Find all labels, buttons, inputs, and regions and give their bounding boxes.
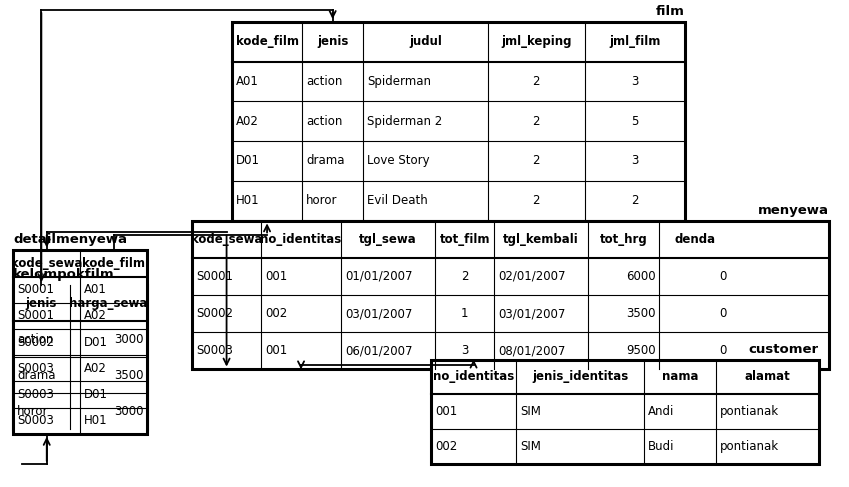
Text: S0003: S0003	[17, 362, 54, 375]
Text: S0003: S0003	[17, 414, 54, 428]
Text: 0: 0	[719, 344, 727, 357]
Text: S0001: S0001	[17, 309, 54, 322]
Text: 002: 002	[435, 440, 457, 453]
Text: 001: 001	[435, 405, 457, 418]
Text: 3500: 3500	[626, 307, 655, 320]
Text: 2: 2	[532, 115, 540, 128]
Text: 2: 2	[532, 154, 540, 168]
Text: Spiderman 2: Spiderman 2	[367, 115, 442, 128]
Text: jenis: jenis	[317, 35, 348, 48]
Text: tgl_sewa: tgl_sewa	[359, 233, 417, 245]
Text: jenis_identitas: jenis_identitas	[532, 371, 628, 383]
Text: tgl_kembali: tgl_kembali	[503, 233, 579, 245]
Text: 2: 2	[532, 194, 540, 207]
Text: Spiderman: Spiderman	[367, 75, 431, 88]
Text: Love Story: Love Story	[367, 154, 430, 168]
Text: action: action	[306, 115, 342, 128]
Text: Budi: Budi	[648, 440, 675, 453]
Text: D01: D01	[236, 154, 260, 168]
Text: A01: A01	[236, 75, 259, 88]
Text: 6000: 6000	[626, 270, 655, 283]
Text: S0001: S0001	[17, 283, 54, 296]
Text: A02: A02	[84, 362, 107, 375]
Text: 3: 3	[461, 344, 469, 357]
Text: A02: A02	[84, 309, 107, 322]
Text: customer: customer	[749, 342, 818, 356]
Text: drama: drama	[17, 369, 56, 381]
Text: drama: drama	[306, 154, 345, 168]
Text: 06/01/2007: 06/01/2007	[346, 344, 413, 357]
Text: 08/01/2007: 08/01/2007	[498, 344, 565, 357]
Text: S0001: S0001	[196, 270, 233, 283]
Bar	[14, 250, 148, 434]
Text: jml_film: jml_film	[609, 35, 661, 48]
Text: pontianak: pontianak	[720, 405, 779, 418]
Text: kode_film: kode_film	[235, 35, 299, 48]
Text: S0002: S0002	[17, 336, 54, 349]
Text: no_identitas: no_identitas	[261, 233, 341, 245]
Text: detailmenyewa: detailmenyewa	[14, 233, 127, 246]
Text: SIM: SIM	[520, 440, 541, 453]
Text: no_identitas: no_identitas	[433, 371, 514, 383]
Text: 1: 1	[461, 307, 469, 320]
Text: film: film	[655, 5, 684, 18]
Text: 3000: 3000	[114, 405, 143, 417]
Text: S0003: S0003	[196, 344, 233, 357]
Text: 002: 002	[265, 307, 287, 320]
Text: 5: 5	[631, 115, 638, 128]
Text: A02: A02	[236, 115, 259, 128]
Text: 3000: 3000	[114, 333, 143, 346]
Text: 2: 2	[461, 270, 469, 283]
Text: horor: horor	[306, 194, 338, 207]
Text: 0: 0	[719, 307, 727, 320]
Text: 9500: 9500	[626, 344, 655, 357]
Text: kelompokfilm: kelompokfilm	[14, 268, 115, 281]
Text: horor: horor	[17, 405, 48, 417]
Text: alamat: alamat	[745, 371, 790, 383]
Text: jenis: jenis	[25, 297, 57, 310]
Bar	[232, 22, 684, 221]
Text: D01: D01	[84, 388, 109, 401]
Text: 001: 001	[265, 270, 287, 283]
Text: kode_sewa: kode_sewa	[11, 257, 82, 270]
Text: 3: 3	[631, 154, 638, 168]
Bar	[14, 285, 148, 429]
Text: S0002: S0002	[196, 307, 233, 320]
Text: jml_keping: jml_keping	[501, 35, 571, 48]
Text: S0003: S0003	[17, 388, 54, 401]
Text: 0: 0	[719, 270, 727, 283]
Text: kode_film: kode_film	[82, 257, 145, 270]
Text: Andi: Andi	[648, 405, 675, 418]
Text: 001: 001	[265, 344, 287, 357]
Text: nama: nama	[662, 371, 699, 383]
Text: 3500: 3500	[114, 369, 143, 381]
Text: 3: 3	[631, 75, 638, 88]
Text: 2: 2	[532, 75, 540, 88]
Text: H01: H01	[236, 194, 260, 207]
Bar	[431, 359, 818, 464]
Text: action: action	[306, 75, 342, 88]
Text: H01: H01	[84, 414, 108, 428]
Text: 02/01/2007: 02/01/2007	[498, 270, 565, 283]
Text: menyewa: menyewa	[757, 204, 829, 217]
Text: judul: judul	[409, 35, 441, 48]
Text: kode_sewa: kode_sewa	[191, 233, 262, 245]
Text: 03/01/2007: 03/01/2007	[498, 307, 565, 320]
Text: denda: denda	[674, 233, 716, 245]
Text: 03/01/2007: 03/01/2007	[346, 307, 413, 320]
Text: SIM: SIM	[520, 405, 541, 418]
Bar	[192, 221, 829, 370]
Text: 2: 2	[631, 194, 638, 207]
Text: harga_sewa: harga_sewa	[70, 297, 148, 310]
Text: pontianak: pontianak	[720, 440, 779, 453]
Text: tot_hrg: tot_hrg	[600, 233, 648, 245]
Text: Evil Death: Evil Death	[367, 194, 428, 207]
Text: D01: D01	[84, 336, 109, 349]
Text: A01: A01	[84, 283, 107, 296]
Text: action: action	[17, 333, 53, 346]
Text: tot_film: tot_film	[440, 233, 490, 245]
Text: 01/01/2007: 01/01/2007	[346, 270, 413, 283]
